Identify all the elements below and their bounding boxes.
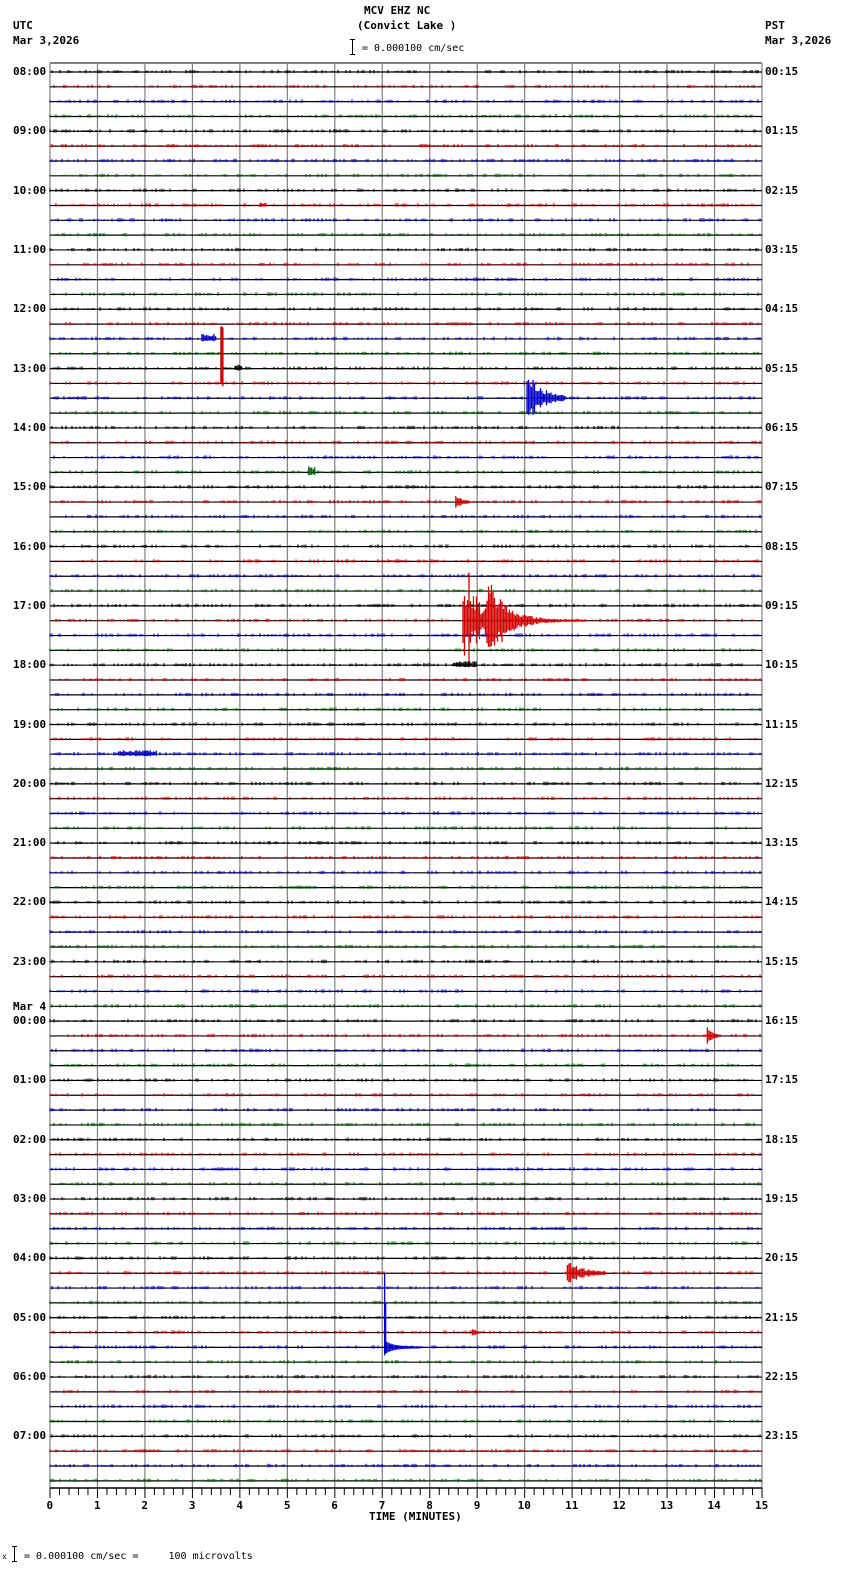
pst-hour-label: 01:15	[765, 124, 799, 138]
pst-hour-label: 11:15	[765, 717, 799, 731]
utc-hour-label: 23:00	[13, 954, 47, 968]
utc-hour-label: 21:00	[13, 836, 47, 850]
pst-hour-label: 17:15	[765, 1073, 799, 1087]
utc-hour-label: 12:00	[13, 302, 47, 316]
utc-hour-label: 06:00	[13, 1370, 47, 1384]
x-tick-label: 3	[188, 1499, 196, 1512]
utc-hour-label: 01:00	[13, 1073, 47, 1087]
x-tick-label: 7	[378, 1499, 386, 1512]
station-title: MCV EHZ NC	[364, 4, 431, 17]
x-tick-label: 6	[331, 1499, 338, 1512]
utc-hour-label: 20:00	[13, 776, 47, 790]
header-scale-text: = 0.000100 cm/sec	[362, 43, 465, 54]
pst-hour-label: 10:15	[765, 658, 799, 672]
left-date: Mar 3,2026	[13, 34, 80, 47]
x-tick-label: 8	[426, 1499, 433, 1512]
pst-hour-label: 16:15	[765, 1014, 799, 1028]
pst-hour-label: 22:15	[765, 1370, 799, 1384]
utc-hour-label: 11:00	[13, 242, 47, 256]
utc-hour-label: 17:00	[13, 598, 47, 612]
x-tick-label: 10	[517, 1499, 531, 1512]
right-date: Mar 3,2026	[765, 34, 832, 47]
utc-hour-label: 10:00	[13, 183, 47, 197]
utc-hour-label: 18:00	[13, 658, 47, 672]
footer-scale-bar-icon	[12, 1546, 20, 1562]
seismic-event	[462, 572, 587, 664]
utc-hour-label: 14:00	[13, 420, 47, 434]
pst-hour-label: 04:15	[765, 302, 799, 316]
x-tick-label: 14	[707, 1499, 721, 1512]
seismic-event	[706, 1027, 719, 1044]
pst-hour-label: 19:15	[765, 1192, 799, 1206]
pst-hour-label: 20:15	[765, 1251, 799, 1265]
pst-hour-label: 14:15	[765, 895, 799, 909]
pst-hour-label: 06:15	[765, 420, 799, 434]
seismic-event	[452, 661, 477, 668]
seismic-event	[526, 379, 566, 415]
utc-hour-label: 16:00	[13, 539, 47, 553]
pst-hour-label: 08:15	[765, 539, 799, 553]
seismic-event	[455, 496, 470, 508]
x-axis-label: TIME (MINUTES)	[369, 1510, 462, 1523]
x-tick-label: 4	[236, 1499, 243, 1512]
seismic-event	[118, 750, 157, 757]
pst-hour-label: 03:15	[765, 242, 799, 256]
utc-hour-label: 04:00	[13, 1251, 47, 1265]
seismic-event	[383, 1273, 422, 1356]
pst-hour-label: 09:15	[765, 598, 799, 612]
utc-hour-label: 05:00	[13, 1310, 47, 1324]
date-change-label: Mar 4	[13, 1000, 47, 1014]
seismic-event	[566, 1263, 606, 1283]
x-tick-label: 9	[473, 1499, 481, 1512]
utc-hour-label: 09:00	[13, 124, 47, 138]
seismic-event	[471, 1329, 480, 1336]
utc-hour-label: 00:00	[13, 1014, 47, 1028]
utc-hour-label: 19:00	[13, 717, 47, 731]
pst-hour-label: 13:15	[765, 836, 799, 850]
utc-hour-label: 03:00	[13, 1192, 47, 1206]
x-tick-label: 11	[565, 1499, 579, 1512]
seismic-event	[308, 466, 316, 476]
x-tick-label: 15	[755, 1499, 769, 1512]
utc-hour-label: 07:00	[13, 1429, 47, 1443]
left-timezone: UTC	[13, 19, 33, 32]
pst-hour-label: 02:15	[765, 183, 799, 197]
footer-scale-prefix: x	[2, 1552, 7, 1561]
station-location: (Convict Lake )	[357, 19, 457, 32]
utc-hour-label: 15:00	[13, 480, 47, 494]
pst-hour-label: 15:15	[765, 954, 799, 968]
utc-hour-label: 08:00	[13, 65, 47, 78]
right-timezone: PST	[765, 19, 785, 32]
seismic-event	[260, 202, 267, 207]
seismic-event	[201, 334, 217, 342]
x-tick-label: 1	[93, 1499, 101, 1512]
utc-hour-label: 22:00	[13, 895, 47, 909]
pst-hour-label: 00:15	[765, 65, 799, 78]
utc-hour-label: 13:00	[13, 361, 47, 375]
scale-bar-icon	[350, 39, 358, 55]
seismic-event	[220, 326, 224, 387]
x-tick-label: 0	[46, 1499, 54, 1512]
pst-hour-label: 05:15	[765, 361, 799, 375]
x-tick-label: 12	[612, 1499, 626, 1512]
pst-hour-label: 07:15	[765, 480, 799, 494]
x-tick-label: 13	[660, 1499, 674, 1512]
footer-scale-text: = 0.000100 cm/sec = 100 microvolts	[24, 1551, 253, 1562]
pst-hour-label: 12:15	[765, 776, 799, 790]
pst-hour-label: 21:15	[765, 1310, 799, 1324]
pst-hour-label: 18:15	[765, 1132, 799, 1146]
x-tick-label: 2	[141, 1499, 149, 1512]
x-tick-label: 5	[283, 1499, 291, 1512]
seismic-event	[234, 364, 242, 371]
utc-hour-label: 02:00	[13, 1132, 47, 1146]
pst-hour-label: 23:15	[765, 1429, 799, 1443]
